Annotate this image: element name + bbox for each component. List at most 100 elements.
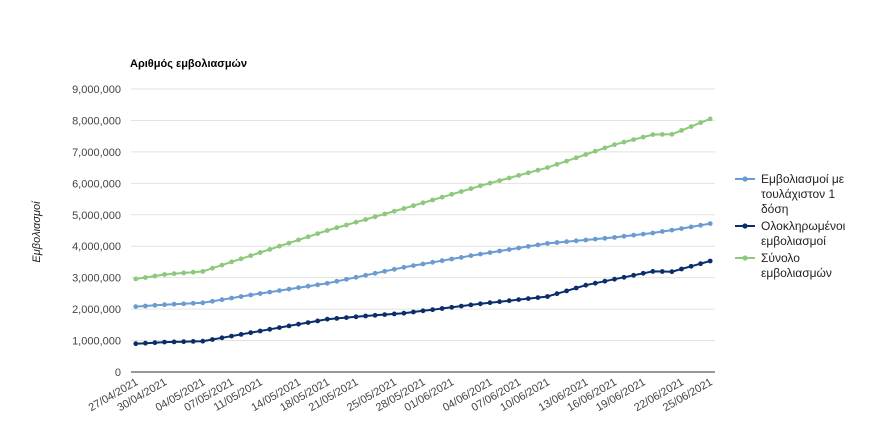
data-point[interactable] <box>468 253 474 259</box>
data-point[interactable] <box>497 178 502 184</box>
data-point[interactable] <box>698 120 703 126</box>
data-point[interactable] <box>679 266 684 272</box>
data-point[interactable] <box>133 304 139 309</box>
data-point[interactable] <box>602 145 608 151</box>
data-point[interactable] <box>315 318 321 324</box>
data-point[interactable] <box>621 274 627 280</box>
data-point[interactable] <box>238 332 244 337</box>
data-point[interactable] <box>257 250 263 255</box>
data-point[interactable] <box>564 239 569 245</box>
data-point[interactable] <box>669 131 675 137</box>
data-point[interactable] <box>659 269 665 274</box>
data-point[interactable] <box>382 312 388 317</box>
data-point[interactable] <box>171 271 177 277</box>
data-point[interactable] <box>219 262 225 268</box>
data-point[interactable] <box>631 137 636 143</box>
data-point[interactable] <box>257 328 263 334</box>
data-point[interactable] <box>344 276 349 282</box>
data-point[interactable] <box>286 240 292 246</box>
data-point[interactable] <box>602 235 608 241</box>
data-point[interactable] <box>468 186 474 192</box>
data-point[interactable] <box>583 282 589 288</box>
data-point[interactable] <box>248 330 254 336</box>
data-point[interactable] <box>698 222 703 228</box>
data-point[interactable] <box>133 276 139 282</box>
data-point[interactable] <box>430 197 435 203</box>
data-point[interactable] <box>162 302 167 308</box>
data-point[interactable] <box>468 302 474 308</box>
data-point[interactable] <box>363 272 368 278</box>
data-point[interactable] <box>200 269 206 274</box>
data-point[interactable] <box>420 261 426 267</box>
data-point[interactable] <box>200 338 206 344</box>
data-point[interactable] <box>152 302 158 308</box>
data-point[interactable] <box>391 266 397 272</box>
data-point[interactable] <box>171 339 177 345</box>
data-point[interactable] <box>344 222 349 228</box>
data-point[interactable] <box>277 243 282 249</box>
data-point[interactable] <box>401 264 407 270</box>
data-point[interactable] <box>497 299 502 305</box>
data-point[interactable] <box>162 272 167 277</box>
data-point[interactable] <box>554 161 560 167</box>
data-point[interactable] <box>248 253 254 259</box>
data-point[interactable] <box>324 280 330 286</box>
data-point[interactable] <box>506 175 512 181</box>
data-point[interactable] <box>506 247 512 252</box>
data-point[interactable] <box>525 296 531 301</box>
data-point[interactable] <box>190 300 196 306</box>
data-point[interactable] <box>640 231 646 237</box>
data-point[interactable] <box>382 268 388 274</box>
data-point[interactable] <box>564 288 569 294</box>
data-point[interactable] <box>439 194 445 200</box>
data-point[interactable] <box>420 308 426 314</box>
data-point[interactable] <box>334 225 340 231</box>
data-point[interactable] <box>315 282 321 288</box>
data-point[interactable] <box>200 300 206 306</box>
data-point[interactable] <box>525 244 531 249</box>
data-point[interactable] <box>296 285 301 291</box>
data-point[interactable] <box>286 286 292 292</box>
data-point[interactable] <box>707 258 713 264</box>
data-point[interactable] <box>650 230 656 236</box>
data-point[interactable] <box>277 288 282 293</box>
data-point[interactable] <box>401 310 407 316</box>
data-point[interactable] <box>181 270 187 276</box>
data-point[interactable] <box>353 274 359 280</box>
data-point[interactable] <box>267 247 273 252</box>
data-point[interactable] <box>573 238 579 244</box>
data-point[interactable] <box>554 291 560 297</box>
data-point[interactable] <box>621 233 627 239</box>
data-point[interactable] <box>190 269 196 275</box>
data-point[interactable] <box>688 124 694 129</box>
data-point[interactable] <box>707 221 713 227</box>
data-point[interactable] <box>516 297 522 302</box>
data-point[interactable] <box>535 167 541 173</box>
data-point[interactable] <box>143 275 148 280</box>
data-point[interactable] <box>143 340 148 346</box>
data-point[interactable] <box>592 236 598 242</box>
data-point[interactable] <box>487 300 493 306</box>
data-point[interactable] <box>229 333 234 339</box>
data-point[interactable] <box>545 241 550 246</box>
data-point[interactable] <box>372 214 378 220</box>
data-point[interactable] <box>497 248 502 254</box>
data-point[interactable] <box>612 235 617 240</box>
data-point[interactable] <box>449 256 455 262</box>
data-point[interactable] <box>698 261 703 267</box>
data-point[interactable] <box>516 173 522 178</box>
data-point[interactable] <box>592 280 598 286</box>
data-point[interactable] <box>602 278 608 284</box>
data-point[interactable] <box>152 273 158 279</box>
data-point[interactable] <box>612 142 617 148</box>
data-point[interactable] <box>679 127 684 133</box>
data-point[interactable] <box>659 132 665 137</box>
data-point[interactable] <box>583 152 589 157</box>
data-point[interactable] <box>478 301 483 307</box>
data-point[interactable] <box>210 298 215 304</box>
data-point[interactable] <box>573 285 579 291</box>
data-point[interactable] <box>669 227 675 233</box>
data-point[interactable] <box>334 316 340 321</box>
